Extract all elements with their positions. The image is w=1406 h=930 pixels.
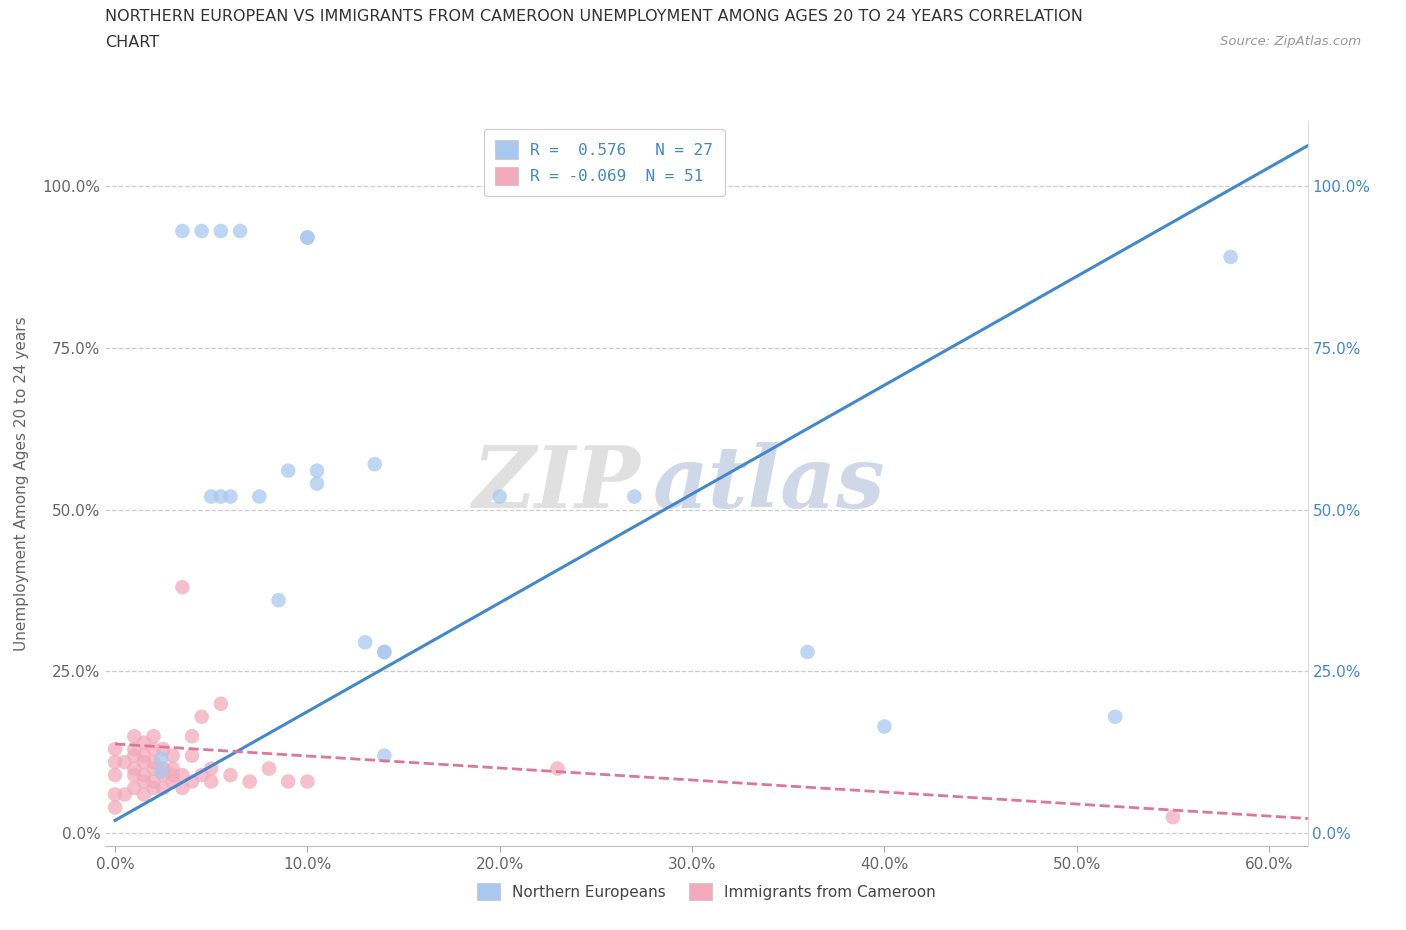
Point (132, 754, 155, 769)
Point (104, 787, 127, 802)
Point (132, 787, 155, 802)
Point (354, 635, 377, 650)
Point (142, 761, 165, 776)
Point (200, 774, 222, 789)
Text: CHART: CHART (105, 35, 159, 50)
Point (373, 644, 395, 659)
Point (172, 579, 194, 594)
Point (142, 754, 165, 769)
Point (305, 476, 328, 491)
Point (257, 761, 280, 776)
Point (142, 742, 165, 757)
Point (142, 780, 165, 795)
Point (267, 592, 290, 607)
Point (873, 719, 896, 734)
Point (132, 736, 155, 751)
Point (297, 774, 319, 789)
Point (373, 644, 395, 659)
Point (152, 761, 174, 776)
Text: NORTHERN EUROPEAN VS IMMIGRANTS FROM CAMEROON UNEMPLOYMENT AMONG AGES 20 TO 24 Y: NORTHERN EUROPEAN VS IMMIGRANTS FROM CAM… (105, 9, 1084, 24)
Point (150, 764, 173, 779)
Point (181, 729, 204, 744)
Point (181, 774, 204, 789)
Point (219, 767, 242, 782)
Point (162, 761, 184, 776)
Point (190, 710, 212, 724)
Point (172, 780, 194, 795)
Text: ZIP: ZIP (472, 442, 640, 525)
Point (209, 223, 232, 238)
Point (229, 223, 252, 238)
Point (162, 767, 184, 782)
Point (124, 748, 146, 763)
Point (104, 800, 127, 815)
Point (1104, 710, 1126, 724)
Point (132, 774, 155, 789)
Point (162, 748, 184, 763)
Point (114, 754, 136, 769)
Point (132, 748, 155, 763)
Point (190, 223, 212, 238)
Point (623, 489, 645, 504)
Point (104, 767, 127, 782)
Point (1219, 249, 1241, 264)
Point (239, 774, 262, 789)
Point (297, 230, 319, 245)
Point (209, 697, 232, 711)
Point (124, 742, 146, 757)
Point (488, 489, 510, 504)
Point (373, 748, 395, 763)
Point (247, 489, 270, 504)
Point (152, 780, 174, 795)
Point (364, 457, 387, 472)
Point (104, 742, 127, 757)
Point (209, 489, 232, 504)
Point (297, 230, 319, 245)
Point (124, 767, 146, 782)
Point (1161, 810, 1184, 825)
Point (796, 644, 818, 659)
Point (142, 729, 165, 744)
Point (124, 780, 146, 795)
Point (132, 767, 155, 782)
Point (142, 774, 165, 789)
Legend: Northern Europeans, Immigrants from Cameroon: Northern Europeans, Immigrants from Came… (470, 876, 943, 908)
Point (172, 223, 194, 238)
Point (277, 463, 299, 478)
Text: Source: ZipAtlas.com: Source: ZipAtlas.com (1220, 35, 1361, 48)
Point (124, 761, 146, 776)
Point (152, 767, 174, 782)
Point (114, 787, 136, 802)
Point (219, 489, 242, 504)
Point (200, 761, 222, 776)
Y-axis label: Unemployment Among Ages 20 to 24 years: Unemployment Among Ages 20 to 24 years (14, 316, 28, 651)
Point (190, 767, 212, 782)
Point (305, 463, 328, 478)
Point (162, 774, 184, 789)
Point (150, 751, 173, 766)
Point (546, 761, 568, 776)
Point (104, 754, 127, 769)
Point (181, 748, 204, 763)
Point (152, 742, 174, 757)
Point (200, 489, 222, 504)
Point (277, 774, 299, 789)
Point (124, 729, 146, 744)
Text: atlas: atlas (652, 442, 884, 525)
Point (172, 767, 194, 782)
